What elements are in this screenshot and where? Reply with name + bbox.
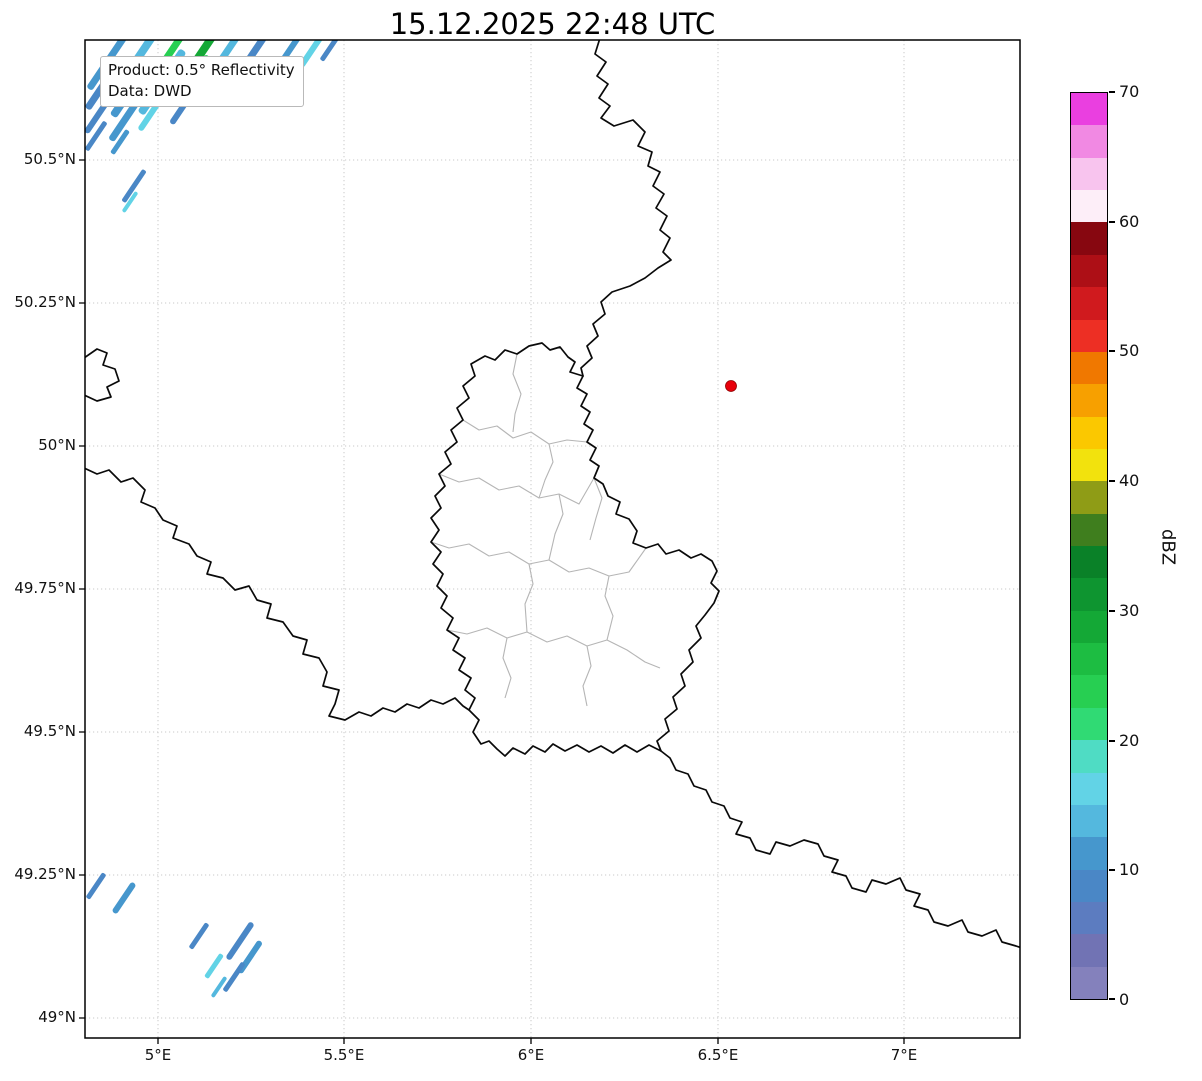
border-luxembourg bbox=[430, 342, 720, 757]
y-tick-label-49-5n: 49.5°N bbox=[23, 722, 76, 740]
country-borders bbox=[85, 40, 1020, 949]
colorbar-tick-label-50: 50 bbox=[1119, 341, 1140, 360]
colorbar-tick-0 bbox=[1109, 998, 1115, 1000]
colorbar-band bbox=[1071, 546, 1107, 579]
colorbar-tick-label-20: 20 bbox=[1119, 731, 1140, 750]
colorbar-band bbox=[1071, 448, 1107, 482]
colorbar-band bbox=[1071, 707, 1107, 741]
data-source-label: Data: DWD bbox=[108, 82, 192, 100]
colorbar-band bbox=[1071, 610, 1107, 644]
colorbar-band bbox=[1071, 869, 1107, 902]
canton-borders bbox=[430, 353, 661, 707]
reflectivity-echoes bbox=[85, 40, 340, 998]
colorbar-band bbox=[1071, 740, 1107, 773]
x-tick-label-6-5e: 6.5°E bbox=[697, 1046, 739, 1064]
graticule-grid bbox=[85, 40, 1020, 1038]
colorbar bbox=[1070, 92, 1108, 1000]
border-germany-belgium bbox=[580, 40, 672, 377]
colorbar-tick-40 bbox=[1109, 480, 1115, 482]
y-tick-label-50-25n: 50.25°N bbox=[14, 293, 76, 311]
colorbar-band bbox=[1071, 837, 1107, 870]
y-tick-label-49-75n: 49.75°N bbox=[14, 579, 76, 597]
colorbar-tick-label-40: 40 bbox=[1119, 471, 1140, 490]
colorbar-band bbox=[1071, 416, 1107, 449]
colorbar-band bbox=[1071, 934, 1107, 967]
colorbar-band bbox=[1071, 222, 1107, 255]
colorbar-band bbox=[1071, 901, 1107, 935]
border-france-belgium bbox=[85, 467, 470, 721]
colorbar-band bbox=[1071, 772, 1107, 805]
plot-frame bbox=[84, 39, 1021, 1039]
axis-tick-marks bbox=[79, 159, 905, 1044]
x-tick-label-6e: 6°E bbox=[517, 1046, 545, 1064]
y-tick-label-50-5n: 50.5°N bbox=[23, 150, 76, 168]
colorbar-band bbox=[1071, 157, 1107, 191]
x-tick-label-5e: 5°E bbox=[144, 1046, 172, 1064]
colorbar-band bbox=[1071, 319, 1107, 352]
y-tick-label-49-25n: 49.25°N bbox=[14, 865, 76, 883]
product-info-box: Product: 0.5° Reflectivity Data: DWD bbox=[100, 56, 304, 107]
x-tick-label-7e: 7°E bbox=[890, 1046, 918, 1064]
colorbar-band bbox=[1071, 481, 1107, 514]
colorbar-tick-label-60: 60 bbox=[1119, 212, 1140, 231]
colorbar-tick-label-0: 0 bbox=[1119, 990, 1130, 1009]
colorbar-band bbox=[1071, 643, 1107, 676]
colorbar-band bbox=[1071, 190, 1107, 223]
colorbar-band bbox=[1071, 351, 1107, 385]
figure-title: 15.12.2025 22:48 UTC bbox=[389, 7, 716, 41]
colorbar-tick-10 bbox=[1109, 869, 1115, 871]
colorbar-tick-30 bbox=[1109, 610, 1115, 612]
radar-site-marker bbox=[725, 380, 737, 392]
colorbar-tick-20 bbox=[1109, 740, 1115, 742]
colorbar-band bbox=[1071, 384, 1107, 417]
colorbar-unit-label: dBZ bbox=[1157, 528, 1179, 566]
colorbar-band bbox=[1071, 93, 1107, 126]
y-tick-label-49n: 49°N bbox=[38, 1008, 76, 1026]
colorbar-band bbox=[1071, 966, 1107, 1000]
colorbar-band bbox=[1071, 287, 1107, 320]
product-label: Product: 0.5° Reflectivity bbox=[108, 61, 295, 79]
border-france-germany bbox=[660, 750, 1020, 949]
colorbar-tick-label-70: 70 bbox=[1119, 82, 1140, 101]
colorbar-band bbox=[1071, 804, 1107, 838]
x-tick-label-5-5e: 5.5°E bbox=[323, 1046, 365, 1064]
colorbar-tick-50 bbox=[1109, 350, 1115, 352]
colorbar-band bbox=[1071, 125, 1107, 158]
colorbar-band bbox=[1071, 513, 1107, 547]
border-givet-salient bbox=[85, 348, 120, 402]
colorbar-tick-label-30: 30 bbox=[1119, 601, 1140, 620]
colorbar-band bbox=[1071, 578, 1107, 611]
y-tick-label-50n: 50°N bbox=[38, 436, 76, 454]
colorbar-band bbox=[1071, 675, 1107, 708]
colorbar-tick-70 bbox=[1109, 91, 1115, 93]
colorbar-tick-60 bbox=[1109, 221, 1115, 223]
colorbar-band bbox=[1071, 254, 1107, 288]
colorbar-tick-label-10: 10 bbox=[1119, 860, 1140, 879]
